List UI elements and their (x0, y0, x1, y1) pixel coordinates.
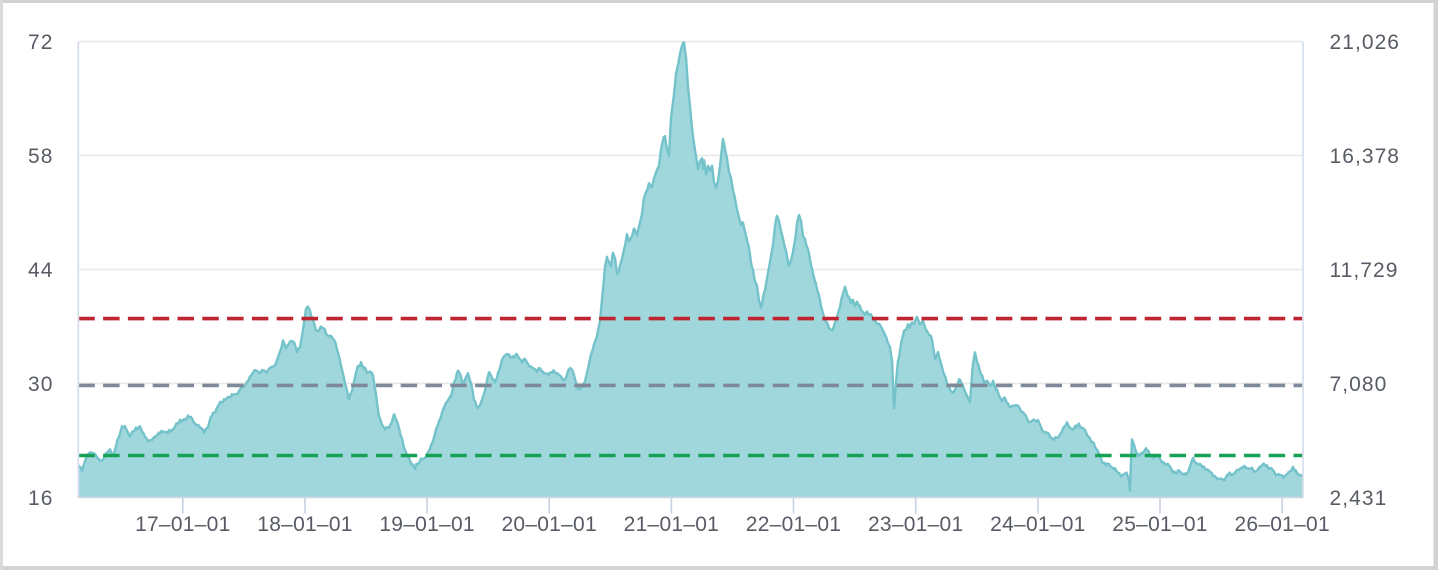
svg-text:58: 58 (28, 145, 53, 168)
svg-text:21–01–01: 21–01–01 (624, 513, 719, 536)
svg-text:19–01–01: 19–01–01 (379, 513, 474, 536)
svg-text:22–01–01: 22–01–01 (746, 513, 841, 536)
svg-text:26–01–01: 26–01–01 (1234, 513, 1329, 536)
svg-text:2,431: 2,431 (1330, 487, 1388, 510)
svg-text:72: 72 (28, 31, 53, 54)
svg-text:11,729: 11,729 (1330, 259, 1399, 282)
svg-text:7,080: 7,080 (1330, 373, 1388, 396)
svg-text:23–01–01: 23–01–01 (868, 513, 963, 536)
svg-text:20–01–01: 20–01–01 (501, 513, 596, 536)
svg-text:21,026: 21,026 (1330, 31, 1401, 54)
svg-text:25–01–01: 25–01–01 (1112, 513, 1207, 536)
svg-text:17–01–01: 17–01–01 (135, 513, 230, 536)
svg-text:16: 16 (28, 487, 53, 510)
svg-text:44: 44 (28, 259, 53, 282)
svg-text:18–01–01: 18–01–01 (257, 513, 352, 536)
svg-text:16,378: 16,378 (1330, 145, 1401, 168)
svg-text:24–01–01: 24–01–01 (990, 513, 1085, 536)
svg-text:30: 30 (28, 373, 53, 396)
